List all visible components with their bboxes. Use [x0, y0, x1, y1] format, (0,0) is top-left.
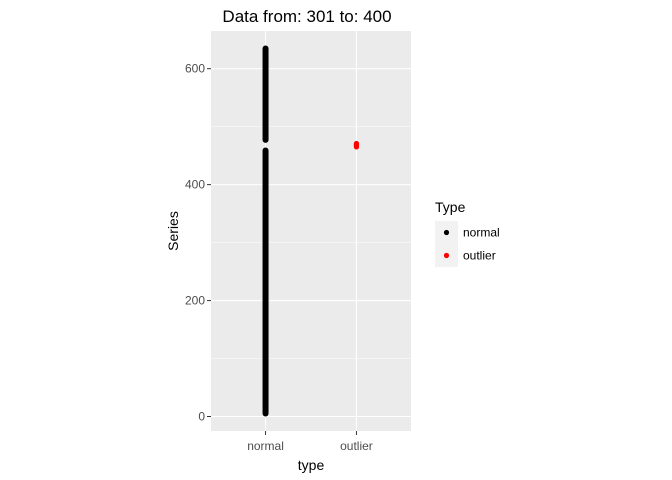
legend-title: Type [435, 199, 466, 215]
x-tick-label: outlier [340, 439, 373, 453]
y-tick-label: 400 [185, 178, 205, 192]
data-point-outlier [353, 140, 360, 147]
x-axis: normal outlier [247, 431, 373, 453]
y-axis-title: Series [165, 211, 181, 251]
data-points-normal [262, 147, 269, 417]
legend: Type normal outlier [435, 199, 500, 267]
x-axis-title: type [298, 457, 325, 473]
chart-title: Data from: 301 to: 400 [222, 7, 391, 26]
y-tick-label: 0 [198, 410, 205, 424]
grid-minor [211, 126, 411, 359]
y-tick-label: 200 [185, 294, 205, 308]
legend-label-outlier: outlier [463, 249, 496, 263]
plot-panel [211, 31, 411, 431]
x-tick-label: normal [247, 439, 284, 453]
y-tick-label: 600 [185, 62, 205, 76]
y-axis: 0 200 400 600 [185, 62, 211, 424]
data-points-normal [262, 45, 269, 143]
legend-label-normal: normal [463, 226, 500, 240]
data-points [262, 45, 360, 417]
legend-marker-outlier [443, 252, 450, 259]
legend-marker-normal [443, 229, 450, 236]
